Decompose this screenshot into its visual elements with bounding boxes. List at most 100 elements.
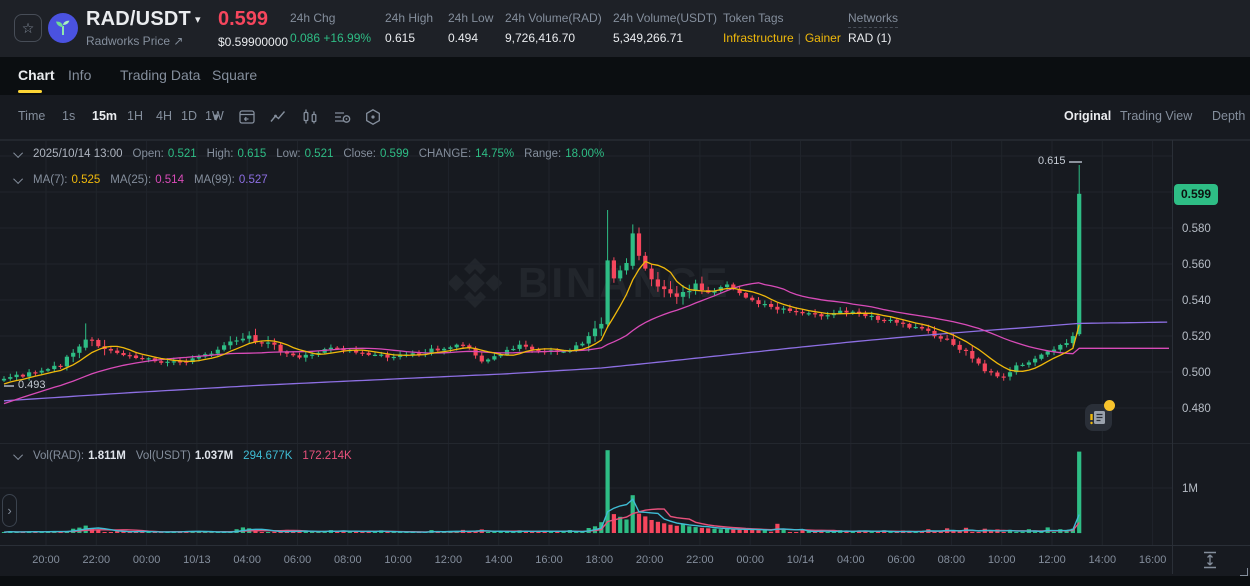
interval-1s[interactable]: 1s	[62, 109, 76, 123]
tab-square[interactable]: Square	[212, 67, 258, 83]
star-icon: ☆	[21, 19, 35, 36]
ma-item: MA(99): 0.527	[194, 174, 268, 186]
stat-label: 24h Volume(USDT)	[613, 11, 718, 25]
pane-expand-handle[interactable]: ›	[2, 494, 17, 527]
svg-text:20:00: 20:00	[636, 554, 664, 566]
ohlc-item: Low: 0.521	[276, 148, 333, 160]
ma-value: 0.514	[155, 174, 184, 186]
stat-24h-high: 24h High 0.615	[385, 11, 433, 45]
svg-text:08:00: 08:00	[334, 554, 362, 566]
line-chart-style-icon[interactable]	[269, 108, 287, 126]
interval-1w[interactable]: 1W	[205, 109, 224, 123]
tag-separator: |	[797, 31, 801, 45]
coin-price-link[interactable]: Radworks Price ↗	[86, 34, 184, 48]
stat-value: 0.494	[448, 31, 479, 45]
interval-4h[interactable]: 4H	[156, 109, 172, 123]
networks-label[interactable]: Networks	[848, 11, 899, 28]
token-tags-block: Token Tags Infrastructure | Gainer	[723, 11, 841, 45]
chart-settings-icon[interactable]	[364, 108, 382, 126]
axis-auto-scale-icon[interactable]	[1200, 550, 1220, 570]
view-depth[interactable]: Depth	[1212, 109, 1246, 123]
svg-text:00:00: 00:00	[736, 554, 764, 566]
svg-text:10/14: 10/14	[787, 554, 815, 566]
stat-value: 0.086 +16.99%	[290, 31, 372, 45]
external-link-icon: ↗	[173, 34, 184, 48]
svg-text:12:00: 12:00	[435, 554, 463, 566]
volume-legend: Vol(RAD): 1.811M Vol(USDT) 1.037M 294.677K 17…	[13, 449, 352, 462]
token-tags-label: Token Tags	[723, 11, 784, 25]
tab-info[interactable]: Info	[68, 67, 92, 83]
interval-time[interactable]: Time	[18, 109, 46, 123]
vol-ma-slow-value: 172.214K	[302, 450, 352, 462]
svg-text:12:00: 12:00	[1038, 554, 1066, 566]
indicators-icon[interactable]	[333, 108, 351, 126]
svg-text:06:00: 06:00	[887, 554, 915, 566]
ohlc-item: Open: 0.521	[133, 148, 197, 160]
interval-more-caret[interactable]: ▾	[213, 110, 220, 124]
last-price-badge: 0.599	[1174, 184, 1219, 205]
stat-label: 24h Volume(RAD)	[505, 11, 602, 25]
ohlc-item: CHANGE: 14.75%	[419, 148, 514, 160]
resize-corner-icon[interactable]	[1240, 568, 1248, 576]
networks-block: Networks RAD (1)	[848, 11, 899, 45]
svg-text:10/13: 10/13	[183, 554, 211, 566]
stat-24h-chg: 24h Chg 0.086 +16.99%	[290, 11, 371, 45]
stat-value: 5,349,266.71	[613, 31, 684, 45]
ohlc-legend: 2025/10/14 13:00 Open: 0.521 High: 0.615 Low…	[13, 147, 604, 160]
ohlc-label: High:	[206, 148, 234, 160]
vol-item: Vol(RAD): 1.811M	[33, 450, 126, 462]
left-low-dash	[4, 385, 14, 387]
ma-label: MA(99):	[193, 174, 235, 186]
token-tag[interactable]: Infrastructure	[723, 31, 794, 45]
svg-text:16:00: 16:00	[1139, 554, 1167, 566]
ma-legend: MA(7): 0.525 MA(25): 0.514 MA(99): 0.527	[13, 173, 268, 186]
stat-label: 24h Chg	[290, 11, 336, 25]
svg-text:10:00: 10:00	[988, 554, 1016, 566]
svg-text:0.540: 0.540	[1182, 295, 1211, 307]
vol-value: 1.811M	[88, 450, 126, 462]
session-high-label: 0.615	[1038, 155, 1066, 167]
view-trading-view[interactable]: Trading View	[1120, 109, 1193, 123]
svg-text:04:00: 04:00	[233, 554, 261, 566]
chart-toolbar: Time 1s 15m 1H 4H 1D 1W ▾ Original Trading View…	[0, 95, 1250, 140]
pair-selector[interactable]: RAD/USDT ▾	[86, 8, 201, 30]
interval-15m[interactable]: 15m	[92, 109, 118, 123]
ohlc-label: Close:	[343, 148, 376, 160]
news-doc-icon	[1090, 411, 1105, 425]
chevron-right-icon: ›	[7, 503, 12, 518]
svg-text:0.560: 0.560	[1182, 259, 1211, 271]
interval-1d[interactable]: 1D	[181, 109, 197, 123]
news-marker-button[interactable]	[1085, 400, 1115, 431]
vol-item: Vol(USDT) 1.037M	[136, 450, 233, 462]
candlestick-style-icon[interactable]	[301, 108, 319, 126]
last-price: 0.599	[218, 8, 269, 30]
interval-1h[interactable]: 1H	[127, 109, 143, 123]
ohlc-item: Close: 0.599	[343, 148, 408, 160]
ohlc-value: 0.521	[167, 148, 197, 160]
favorite-star-button[interactable]: ☆	[14, 14, 42, 42]
stat-value: 9,726,416.70	[505, 31, 576, 45]
svg-text:0.500: 0.500	[1182, 367, 1211, 379]
token-tag[interactable]: Gainer	[804, 31, 841, 45]
coin-logo-icon	[48, 13, 78, 43]
date-jump-icon[interactable]	[238, 108, 256, 126]
ma-value: 0.525	[71, 174, 101, 186]
svg-text:16:00: 16:00	[535, 554, 563, 566]
ohlc-label: Open:	[132, 148, 164, 160]
view-original[interactable]: Original	[1064, 109, 1112, 123]
tab-trading-data[interactable]: Trading Data	[120, 67, 201, 83]
ohlc-label: Low:	[276, 148, 301, 160]
svg-text:0.580: 0.580	[1182, 223, 1211, 235]
svg-text:0.520: 0.520	[1182, 331, 1211, 343]
ticker-header: ☆ RAD/USDT ▾ Radworks Price ↗ 0.599 $0.59…	[0, 0, 1250, 57]
svg-text:22:00: 22:00	[83, 554, 111, 566]
ma-item: MA(25): 0.514	[110, 174, 184, 186]
ohlc-label: Range:	[524, 148, 562, 160]
svg-text:00:00: 00:00	[133, 554, 161, 566]
vol-ma-fast-value: 294.677K	[243, 450, 293, 462]
networks-value[interactable]: RAD (1)	[848, 31, 892, 45]
tab-chart[interactable]: Chart	[18, 67, 55, 83]
